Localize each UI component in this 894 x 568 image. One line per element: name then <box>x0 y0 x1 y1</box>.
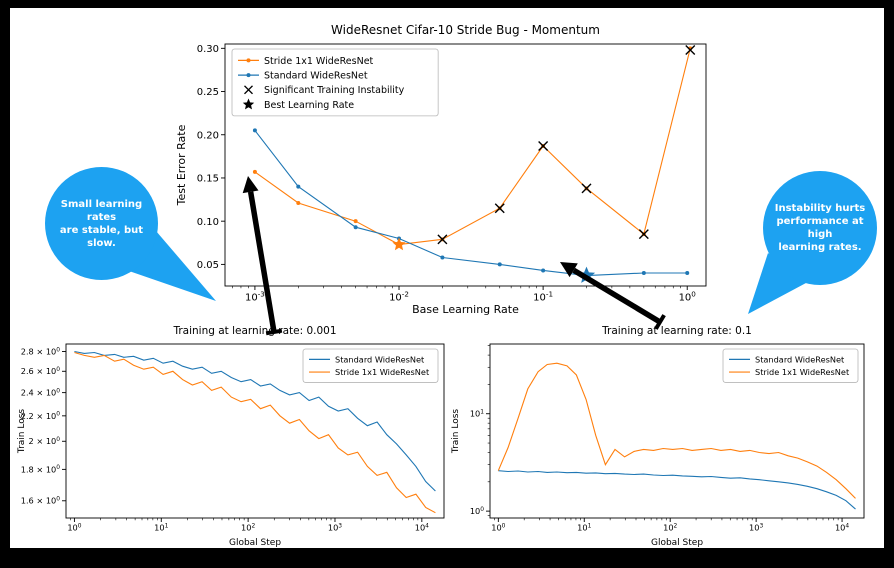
x-tick-label: 101 <box>154 523 168 533</box>
y-tick-label: 2 × 100 <box>29 436 61 446</box>
instability-x-marker <box>581 183 592 194</box>
legend-entry: Stride 1x1 WideResNet <box>238 56 374 67</box>
series-line-stride-1x1-wideresnet <box>74 351 436 514</box>
x-axis-label: Base Learning Rate <box>412 303 519 316</box>
series-line-stride-1x1-wideresnet <box>497 362 856 499</box>
data-point <box>252 128 257 133</box>
x-tick-label: 102 <box>241 523 255 533</box>
chart-title: Training at learning rate: 0.1 <box>601 325 752 337</box>
legend-entry: Significant Training Instability <box>244 85 405 96</box>
legend-label: Standard WideResNet <box>335 354 425 364</box>
legend-entry: Stride 1x1 WideResNet <box>309 367 430 377</box>
y-tick-label: 0.15 <box>197 174 219 185</box>
x-tick-label: 100 <box>679 290 697 304</box>
y-axis: 0.05 0.10 0.15 0.20 0.25 0.30 <box>197 44 225 271</box>
series-line-stride-1x1-wideresnet <box>254 48 691 246</box>
data-point <box>296 184 301 189</box>
best-learning-rate-star-marker <box>392 237 406 251</box>
x-tick-label: 100 <box>491 523 505 533</box>
data-point <box>353 225 358 230</box>
x-tick-label: 10-1 <box>533 290 553 304</box>
callout-bubble-left: Small learning rates are stable, but slo… <box>45 167 158 280</box>
legend-label: Standard WideResNet <box>755 354 845 364</box>
instability-x-marker <box>538 140 549 151</box>
series-line-standard-wideresnet <box>74 350 436 492</box>
y-tick-label: 100 <box>470 506 484 516</box>
data-point <box>641 271 646 276</box>
instability-x-marker <box>638 229 649 240</box>
bottom-left-chart-train-loss-lr-0001: 100 101 102 103 104 1.6 × 100 1.8 × 100 2 × 100… <box>17 325 445 548</box>
y-axis: 100 101 <box>470 345 490 516</box>
data-point <box>497 262 502 267</box>
legend-entry: Best Learning Rate <box>242 98 354 111</box>
data-point <box>440 255 445 260</box>
data-point <box>353 219 358 224</box>
y-axis-label: Train Loss <box>451 409 461 455</box>
x-tick-label: 10-3 <box>245 290 265 304</box>
legend-entry: Standard WideResNet <box>729 354 845 364</box>
legend-entry: Stride 1x1 WideResNet <box>729 367 850 377</box>
x-tick-label: 100 <box>67 523 81 533</box>
x-tick-label: 104 <box>415 523 429 533</box>
bottom-right-chart-train-loss-lr-01: 100 101 102 103 104 100 101 Training at learnin… <box>451 325 865 548</box>
y-tick-label: 0.30 <box>197 44 219 55</box>
y-tick-label: 1.8 × 100 <box>21 464 61 474</box>
callout-bubble-right: Instability hurts performance at high le… <box>763 171 877 285</box>
y-tick-label: 0.25 <box>197 87 219 98</box>
chart-title: WideResnet Cifar-10 Stride Bug - Momentu… <box>331 23 600 37</box>
legend-entry: Standard WideResNet <box>309 354 425 364</box>
y-tick-label: 2.6 × 100 <box>21 366 61 376</box>
y-tick-label: 0.05 <box>197 260 219 271</box>
x-axis: 100 101 102 103 104 <box>67 518 429 533</box>
y-tick-label: 2.4 × 100 <box>21 388 61 398</box>
y-tick-label: 2.2 × 100 <box>21 411 61 421</box>
y-tick-label: 0.20 <box>197 130 219 141</box>
legend-label: Stride 1x1 WideResNet <box>264 56 374 67</box>
legend-label: Stride 1x1 WideResNet <box>335 367 430 377</box>
x-tick-label: 103 <box>749 523 763 533</box>
series-line-standard-wideresnet <box>498 470 856 510</box>
y-tick-label: 0.10 <box>197 217 219 228</box>
x-axis: 100 101 102 103 104 <box>491 518 849 533</box>
y-axis-label: Test Error Rate <box>175 124 188 206</box>
x-axis-label: Global Step <box>651 538 703 548</box>
instability-x-marker <box>494 203 505 214</box>
y-tick-label: 1.6 × 100 <box>21 496 61 506</box>
x-tick-label: 101 <box>577 523 591 533</box>
legend-label: Stride 1x1 WideResNet <box>755 367 850 377</box>
data-point <box>252 169 257 174</box>
instability-x-marker <box>685 45 696 56</box>
data-point <box>296 201 301 206</box>
x-tick-label: 103 <box>328 523 342 533</box>
x-axis-label: Global Step <box>229 538 281 548</box>
instability-x-marker <box>437 234 448 245</box>
y-axis: 1.6 × 100 1.8 × 100 2 × 100 2.2 × 100 2.4 × … <box>21 346 66 506</box>
legend-label: Significant Training Instability <box>264 85 405 96</box>
legend-entry: Standard WideResNet <box>238 71 368 82</box>
chart-title: Training at learning rate: 0.001 <box>172 325 336 337</box>
x-tick-label: 104 <box>835 523 849 533</box>
y-tick-label: 101 <box>470 409 484 419</box>
legend: Standard WideResNet Stride 1x1 WideResNet <box>302 348 439 383</box>
data-point <box>541 268 546 273</box>
x-tick-label: 102 <box>663 523 677 533</box>
top-chart-test-error-vs-lr: 10-3 10-2 10-1 100 0.05 0.10 0.15 0.20 0.25 0.30 W… <box>175 23 707 316</box>
legend-label: Standard WideResNet <box>264 71 368 82</box>
y-tick-label: 2.8 × 100 <box>21 346 61 356</box>
x-tick-label: 10-2 <box>389 290 409 304</box>
legend: Stride 1x1 WideResNet Standard WideResNet… <box>231 48 439 117</box>
legend: Standard WideResNet Stride 1x1 WideResNet <box>722 348 859 383</box>
legend-label: Best Learning Rate <box>264 100 354 111</box>
x-axis: 10-3 10-2 10-1 100 <box>232 286 697 304</box>
data-point <box>685 271 690 276</box>
y-axis-label: Train Loss <box>17 409 27 455</box>
